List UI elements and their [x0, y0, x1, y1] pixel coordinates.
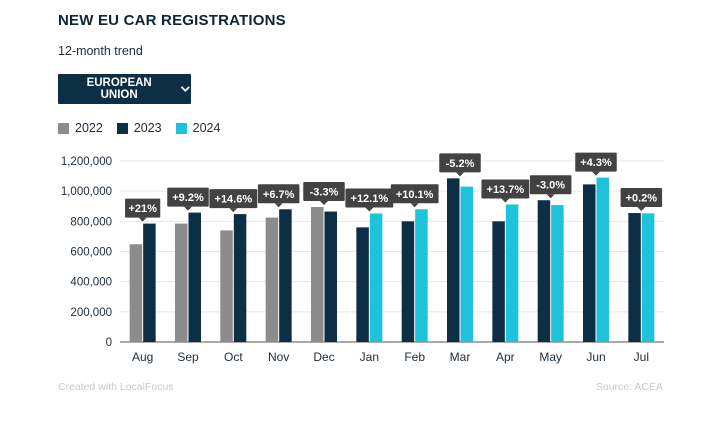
region-dropdown[interactable]: EUROPEAN UNION	[58, 74, 191, 104]
change-badge-may	[529, 175, 572, 195]
change-badge-pointer	[184, 206, 192, 211]
change-badge-pointer	[229, 208, 238, 213]
change-label-may: -3.0%	[536, 180, 565, 192]
change-badge-jan	[345, 188, 394, 208]
change-badge-aug	[125, 198, 161, 218]
change-badge-apr	[481, 179, 530, 199]
legend-swatch-2024	[175, 122, 187, 134]
legend-item-2024[interactable]: 2024	[175, 121, 221, 135]
legend-item-2022[interactable]: 2022	[58, 121, 103, 135]
bar-2022-sep	[175, 223, 188, 342]
x-tick-label: Nov	[268, 350, 289, 364]
bar-2024-apr	[505, 204, 519, 342]
change-label-nov: +6.7%	[263, 189, 295, 201]
change-badge-oct	[209, 189, 258, 209]
change-badge-nov	[257, 184, 300, 204]
x-tick-label: Feb	[404, 350, 425, 364]
change-badge-pointer	[410, 203, 419, 208]
change-badge-pointer	[138, 217, 147, 222]
bar-2023-sep	[188, 212, 201, 342]
bar-2023-apr	[492, 221, 505, 342]
change-label-sep: +9.2%	[172, 192, 204, 204]
bar-2024-jul	[641, 213, 655, 342]
bar-2023-aug	[143, 223, 156, 342]
change-badge-pointer	[592, 171, 600, 176]
legend-label-2022: 2022	[75, 121, 103, 135]
legend-label-2023: 2023	[133, 121, 162, 135]
x-tick-label: Jun	[586, 350, 605, 364]
bar-2023-feb	[401, 221, 415, 342]
y-tick-label: 400,000	[70, 277, 112, 289]
bar-2022-nov	[265, 217, 279, 342]
change-label-jan: +12.1%	[351, 193, 389, 205]
bar-2024-may	[551, 205, 564, 342]
bar-2024-mar	[460, 186, 473, 342]
chart-title: NEW EU CAR REGISTRATIONS	[58, 12, 286, 29]
change-label-jun: +4.3%	[580, 157, 612, 169]
change-badge-pointer	[637, 207, 646, 212]
change-badge-sep	[167, 187, 209, 207]
bar-2023-jan	[356, 227, 369, 342]
change-label-jul: +0.2%	[626, 193, 658, 205]
bar-2024-feb	[415, 209, 428, 342]
bar-2023-oct	[233, 214, 247, 342]
x-tick-label: Oct	[224, 350, 243, 364]
bar-2023-jun	[583, 184, 596, 342]
change-badge-feb	[390, 184, 439, 204]
change-label-aug: +21%	[128, 203, 157, 215]
change-label-apr: +13.7%	[487, 184, 525, 196]
change-badge-mar	[439, 153, 481, 173]
legend-label-2024: 2024	[192, 121, 221, 135]
bar-2023-nov	[279, 209, 292, 342]
legend-item-2023[interactable]: 2023	[116, 121, 162, 135]
y-tick-label: 200,000	[70, 307, 112, 319]
change-badge-pointer	[546, 194, 555, 199]
bar-2022-dec	[311, 207, 324, 342]
x-tick-label: Dec	[313, 350, 334, 364]
y-tick-label: 1,200,000	[61, 156, 112, 168]
change-label-dec: -3.3%	[310, 187, 339, 199]
change-badge-jun	[575, 152, 617, 172]
change-label-feb: +10.1%	[396, 189, 434, 201]
chart-subtitle: 12-month trend	[58, 44, 143, 58]
change-label-oct: +14.6%	[215, 194, 253, 206]
change-badge-pointer	[320, 201, 328, 206]
change-badge-dec	[303, 182, 345, 202]
bar-2024-jun	[596, 177, 609, 342]
y-tick-label: 600,000	[70, 247, 112, 259]
legend-swatch-2022	[58, 122, 69, 134]
bar-2023-jul	[628, 213, 641, 342]
x-tick-label: Jan	[360, 350, 379, 364]
y-tick-label: 0	[106, 337, 112, 349]
region-dropdown-label: EUROPEAN UNION	[86, 77, 152, 101]
bar-2023-dec	[324, 211, 337, 342]
change-badge-pointer	[501, 198, 510, 203]
source-text: Source: ACEA	[595, 381, 663, 393]
bar-2023-may	[537, 200, 551, 342]
x-tick-label: Aug	[132, 350, 153, 364]
bar-2022-aug	[129, 244, 143, 342]
legend-swatch-2023	[116, 122, 128, 134]
bar-2022-oct	[220, 230, 233, 342]
x-tick-label: Apr	[496, 350, 515, 364]
x-tick-label: Jul	[634, 350, 649, 364]
bar-2023-mar	[447, 178, 460, 342]
change-badge-pointer	[456, 172, 464, 177]
x-tick-label: May	[539, 350, 562, 364]
y-tick-label: 1,000,000	[61, 186, 112, 198]
chevron-down-icon	[181, 86, 191, 92]
change-badge-pointer	[274, 203, 283, 208]
credit-text: Created with LocalFocus	[58, 381, 174, 393]
change-badge-pointer	[365, 207, 374, 212]
bar-2024-jan	[369, 213, 383, 342]
x-tick-label: Mar	[450, 350, 471, 364]
x-tick-label: Sep	[177, 350, 199, 364]
change-label-mar: -5.2%	[446, 158, 475, 170]
legend: 2022 2023 2024	[58, 121, 234, 135]
change-badge-jul	[620, 188, 663, 208]
bar-chart: 0 200,000 400,000 600,000 800,000 1,000,000 1,…	[61, 152, 664, 364]
y-tick-label: 800,000	[70, 216, 112, 228]
